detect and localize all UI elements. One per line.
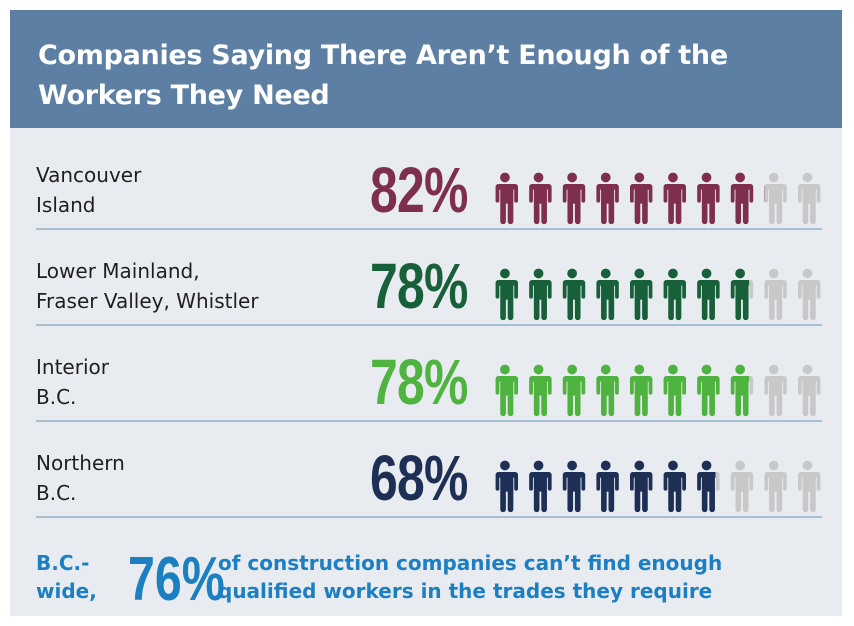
person-icon [561, 268, 586, 321]
footer-percentage: 76% [128, 545, 225, 614]
region-percentage: 68% [370, 442, 468, 514]
person-icon [763, 364, 787, 417]
region-row: Interior B.C. 78% [10, 328, 842, 418]
person-icon [561, 364, 586, 417]
chart-title: Companies Saying There Aren’t Enough of … [38, 40, 728, 111]
person-icon [629, 460, 653, 513]
person-icon [528, 364, 552, 417]
person-icon [797, 268, 821, 321]
header-banner: Companies Saying There Aren’t Enough of … [10, 10, 842, 128]
person-icon [561, 172, 586, 225]
region-label: Interior [36, 355, 109, 379]
region-row: Northern B.C. 68% [10, 424, 842, 514]
region-label: Northern [36, 451, 125, 475]
region-label: Vancouver [36, 163, 142, 187]
person-icon [797, 460, 821, 513]
region-percentage: 78% [370, 346, 468, 418]
footer-text-line2: qualified workers in the trades they req… [218, 579, 713, 603]
person-icon [595, 172, 619, 225]
region-label: Fraser Valley, Whistler [36, 289, 259, 313]
person-icon-row [494, 460, 821, 513]
person-icon [528, 172, 552, 225]
person-icon [696, 172, 720, 225]
person-icon [763, 268, 787, 321]
person-icon [662, 364, 686, 417]
person-icon [729, 460, 754, 513]
footer-prefix-line2: wide, [36, 579, 97, 603]
person-icon-row [494, 364, 821, 417]
person-icon [662, 460, 686, 513]
person-icon [729, 172, 754, 225]
person-icon [494, 172, 518, 225]
person-icon [595, 268, 619, 321]
person-icon [797, 172, 821, 225]
person-icon [662, 268, 686, 321]
person-icon [696, 268, 720, 321]
person-icon [494, 268, 518, 321]
person-icon [561, 460, 586, 513]
region-percentage: 78% [370, 250, 468, 322]
row-divider [36, 324, 822, 326]
person-icon [494, 364, 518, 417]
person-icon [797, 364, 821, 417]
person-icon [696, 460, 720, 513]
person-icon [729, 268, 754, 321]
region-label: B.C. [36, 385, 77, 409]
person-icon [629, 172, 653, 225]
row-divider [36, 516, 822, 518]
region-label: Island [36, 193, 96, 217]
person-icon [729, 364, 754, 417]
person-icon [595, 460, 619, 513]
person-icon [528, 460, 552, 513]
footer-text-line1: of construction companies can’t find eno… [218, 551, 723, 575]
person-icon [494, 460, 518, 513]
person-icon [763, 172, 787, 225]
person-icon [629, 268, 653, 321]
row-divider [36, 228, 822, 230]
region-label: Lower Mainland, [36, 259, 200, 283]
person-icon [662, 172, 686, 225]
region-label: B.C. [36, 481, 77, 505]
region-row: Lower Mainland, Fraser Valley, Whistler 78… [10, 232, 842, 322]
chart-panel: Vancouver Island 82% Lower Mainland, Fraser … [10, 128, 842, 616]
person-icon [629, 364, 653, 417]
person-icon [595, 364, 619, 417]
person-icon-row [494, 172, 821, 225]
person-icon-row [494, 268, 821, 321]
region-percentage: 82% [370, 154, 468, 226]
region-row: Vancouver Island 82% [10, 136, 842, 226]
footer-prefix-line1: B.C.- [36, 551, 90, 575]
person-icon [696, 364, 720, 417]
person-icon [763, 460, 787, 513]
person-icon [528, 268, 552, 321]
row-divider [36, 420, 822, 422]
